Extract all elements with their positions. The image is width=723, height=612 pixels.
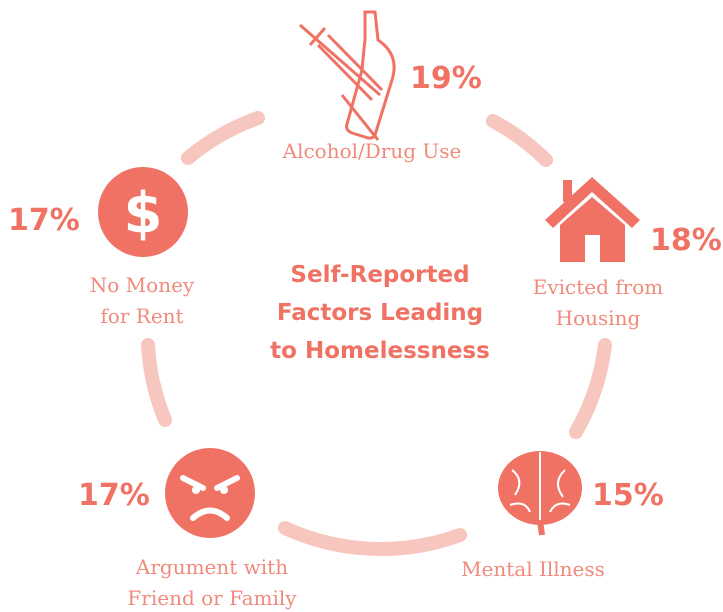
ring-arc xyxy=(486,114,553,167)
factor-label: Alcohol/Drug Use xyxy=(282,139,462,163)
factor-label: Housing xyxy=(556,306,641,330)
factor-label: Mental Illness xyxy=(461,557,605,581)
title: Self-Reported Factors Leading to Homeles… xyxy=(270,262,490,364)
percent: 15% xyxy=(592,478,664,513)
title-line: to Homelessness xyxy=(270,338,490,364)
alcohol-drug-icon xyxy=(299,10,396,141)
ring-arc xyxy=(141,338,172,427)
house-icon xyxy=(545,177,640,262)
ring xyxy=(141,111,612,556)
percent: 17% xyxy=(78,478,150,513)
factor-label: Friend or Family xyxy=(127,586,297,610)
ring-arc xyxy=(278,521,467,556)
brain-icon xyxy=(498,451,582,536)
factor-label: Evicted from xyxy=(533,275,664,299)
title-line: Factors Leading xyxy=(277,300,483,326)
ring-arc xyxy=(569,338,612,439)
ring-arc xyxy=(181,111,265,165)
factor-label: for Rent xyxy=(100,304,183,328)
dollar-sign: $ xyxy=(124,181,163,246)
factor-label: Argument with xyxy=(135,555,288,579)
dollar-icon: $ xyxy=(98,167,188,257)
percent: 19% xyxy=(410,61,482,96)
percent: 18% xyxy=(650,223,722,258)
factor-label: No Money xyxy=(90,273,195,297)
angry-face-icon xyxy=(165,448,255,538)
percent: 17% xyxy=(8,203,80,238)
title-line: Self-Reported xyxy=(290,262,469,288)
